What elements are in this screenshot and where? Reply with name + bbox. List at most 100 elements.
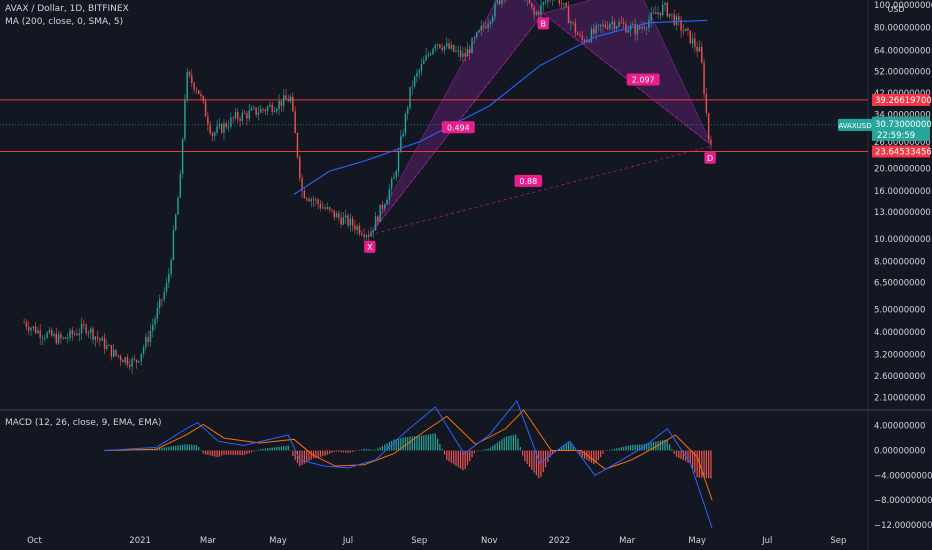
macd-histogram-bar [175,445,177,451]
macd-histogram-bar [673,450,675,454]
macd-axis[interactable]: 4.00000000 0.00000000 −4.00000000 −8.000000… [874,422,932,531]
macd-histogram-bar [400,438,402,451]
candle-body [71,330,74,335]
candle-body [227,126,230,128]
macd-indicator-title[interactable]: MACD (12, 26, close, 9, EMA, EMA) [5,418,162,428]
macd-histogram-bar [397,438,400,451]
candle-body [455,50,457,52]
pattern-point-x[interactable]: X [364,240,376,253]
candle-body [345,215,347,218]
ratio-label[interactable]: 0.88 [514,174,543,187]
macd-histogram-bar [308,450,310,462]
harmonic-labels[interactable]: X B D 0.494 2.097 0.88 [364,17,716,253]
macd-histogram-bar [487,448,489,451]
symbol-tag [838,118,872,131]
candle-body [294,111,296,134]
macd-histogram-bar [420,435,423,451]
macd-histogram-bar [606,450,609,451]
candle-body [668,13,671,17]
candle-body [558,0,561,4]
macd-histogram-bar [659,440,662,451]
ma-line [293,19,708,195]
macd-histogram-bar [255,450,257,451]
macd-histogram-bar [423,435,425,451]
macd-histogram-bar [276,447,278,451]
macd-histogram-bar [299,450,301,467]
ratio-label[interactable]: 2.097 [626,73,660,86]
candle-body [537,12,540,15]
candle-body [257,112,260,115]
pattern-point-d[interactable]: D [704,151,716,164]
candle-body [94,336,97,340]
level-price-tag-text: 23.64533456 [875,147,932,157]
candle-body [542,2,544,5]
macd-histogram-bar [241,450,243,456]
candle-body [358,226,361,234]
candle-body [197,90,200,94]
candle-body [278,100,280,110]
candle-body [613,21,616,29]
macd-histogram-bar [195,445,198,451]
macd-histogram-bar [409,436,411,451]
candle-body [666,2,669,17]
candle-body [618,22,620,27]
macd-histogram-bar [306,450,308,463]
macd-histogram-bar [411,436,413,451]
macd-histogram-bar [538,450,540,479]
macd-histogram-bar [361,449,363,451]
macd-histogram-bar [705,450,707,479]
candle-body [430,54,432,55]
candle-body [289,96,292,102]
macd-histogram-bar [287,445,289,451]
candle-body [473,37,476,39]
candle-body [361,233,363,235]
candle-body [117,355,119,357]
time-axis[interactable]: Oct 2021 Mar May Jul Sep Nov 2022 Mar May Jul Sep [27,536,846,546]
macd-histogram-bar [221,450,223,456]
candle-body [145,337,147,348]
macd-histogram-bar [370,449,372,451]
signal-line [104,409,713,501]
macd-histogram-bar [386,443,388,451]
macd-histogram-bar [554,450,556,453]
macd-histogram-bar [655,441,657,451]
macd-histogram-bar [303,450,305,464]
ratio-label[interactable]: 0.494 [441,121,475,134]
macd-histogram-bar [503,437,505,451]
macd-histogram-bar [326,450,328,455]
symbol-title[interactable]: AVAX / Dollar, 1D, BITFINEX [5,4,129,14]
ma-series [293,19,708,195]
candle-body [347,215,349,226]
macd-histogram-bar [627,445,629,451]
macd-histogram-bar [209,450,211,456]
candle-body [606,27,609,29]
candle-body [342,217,345,225]
candle-body [650,12,652,21]
candle-body [466,48,469,57]
macd-histogram-bar [540,450,542,478]
time-tick-label: Sep [411,536,427,546]
candle-body [69,330,71,338]
candle-body [269,104,271,107]
price-tags: 39.26619700 23.64533456 AVAXUSD 30.73000000… [838,93,932,158]
horizontal-levels[interactable] [0,99,868,152]
macd-histogram-bar [473,450,475,454]
candle-body [404,113,407,134]
candle-body [374,216,377,231]
macd-histogram-bar [315,450,317,458]
pattern-point-b[interactable]: B [537,17,549,30]
macd-histogram-bar [701,450,703,478]
macd-histogram-bar [501,439,503,451]
macd-histogram-bar [703,450,705,478]
candle-body [39,330,41,339]
candle-body [351,218,354,226]
macd-histogram-bar [193,444,195,451]
macd-histogram-bar [103,450,106,452]
macd-histogram-bar [526,450,528,465]
ma-indicator-title[interactable]: MA (200, close, 0, SMA, 5) [5,17,124,27]
macd-histogram-bar [342,450,345,453]
macd-histogram-bar [165,447,168,451]
ratio-label-text: 0.494 [447,123,470,132]
